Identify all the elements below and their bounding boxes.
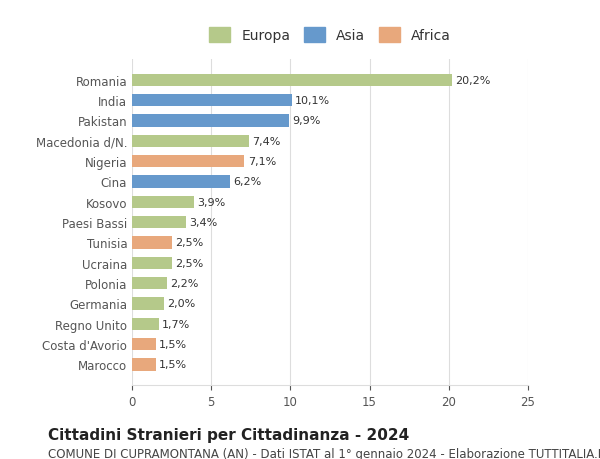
Bar (132, 156, 244, 168)
Text: 9,9%: 9,9% (292, 116, 320, 126)
Text: 2,5%: 2,5% (175, 238, 203, 248)
Bar (132, 135, 249, 147)
Bar (132, 115, 289, 127)
Text: 10,1%: 10,1% (295, 96, 330, 106)
Bar (132, 338, 156, 351)
Bar (132, 217, 186, 229)
Text: 20,2%: 20,2% (455, 76, 491, 85)
Bar (132, 74, 452, 87)
Text: 1,5%: 1,5% (159, 360, 187, 369)
Text: 6,2%: 6,2% (233, 177, 262, 187)
Bar (132, 95, 292, 107)
Bar (132, 358, 156, 371)
Text: 1,7%: 1,7% (162, 319, 190, 329)
Text: 7,4%: 7,4% (253, 136, 281, 146)
Text: 7,1%: 7,1% (248, 157, 276, 167)
Bar (132, 176, 230, 188)
Text: 2,5%: 2,5% (175, 258, 203, 268)
Text: 1,5%: 1,5% (159, 339, 187, 349)
Text: 2,2%: 2,2% (170, 279, 199, 288)
Bar (132, 237, 172, 249)
Legend: Europa, Asia, Africa: Europa, Asia, Africa (205, 24, 455, 47)
Text: Cittadini Stranieri per Cittadinanza - 2024: Cittadini Stranieri per Cittadinanza - 2… (48, 427, 409, 442)
Bar (132, 257, 172, 269)
Bar (132, 318, 159, 330)
Text: COMUNE DI CUPRAMONTANA (AN) - Dati ISTAT al 1° gennaio 2024 - Elaborazione TUTTI: COMUNE DI CUPRAMONTANA (AN) - Dati ISTAT… (48, 448, 600, 459)
Text: 3,4%: 3,4% (189, 218, 217, 228)
Text: 3,9%: 3,9% (197, 197, 225, 207)
Bar (132, 196, 194, 208)
Text: 2,0%: 2,0% (167, 299, 195, 309)
Bar (132, 298, 164, 310)
Bar (132, 277, 167, 290)
